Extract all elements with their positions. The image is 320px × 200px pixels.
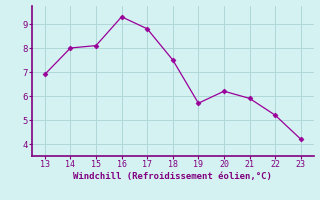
- X-axis label: Windchill (Refroidissement éolien,°C): Windchill (Refroidissement éolien,°C): [73, 172, 272, 181]
